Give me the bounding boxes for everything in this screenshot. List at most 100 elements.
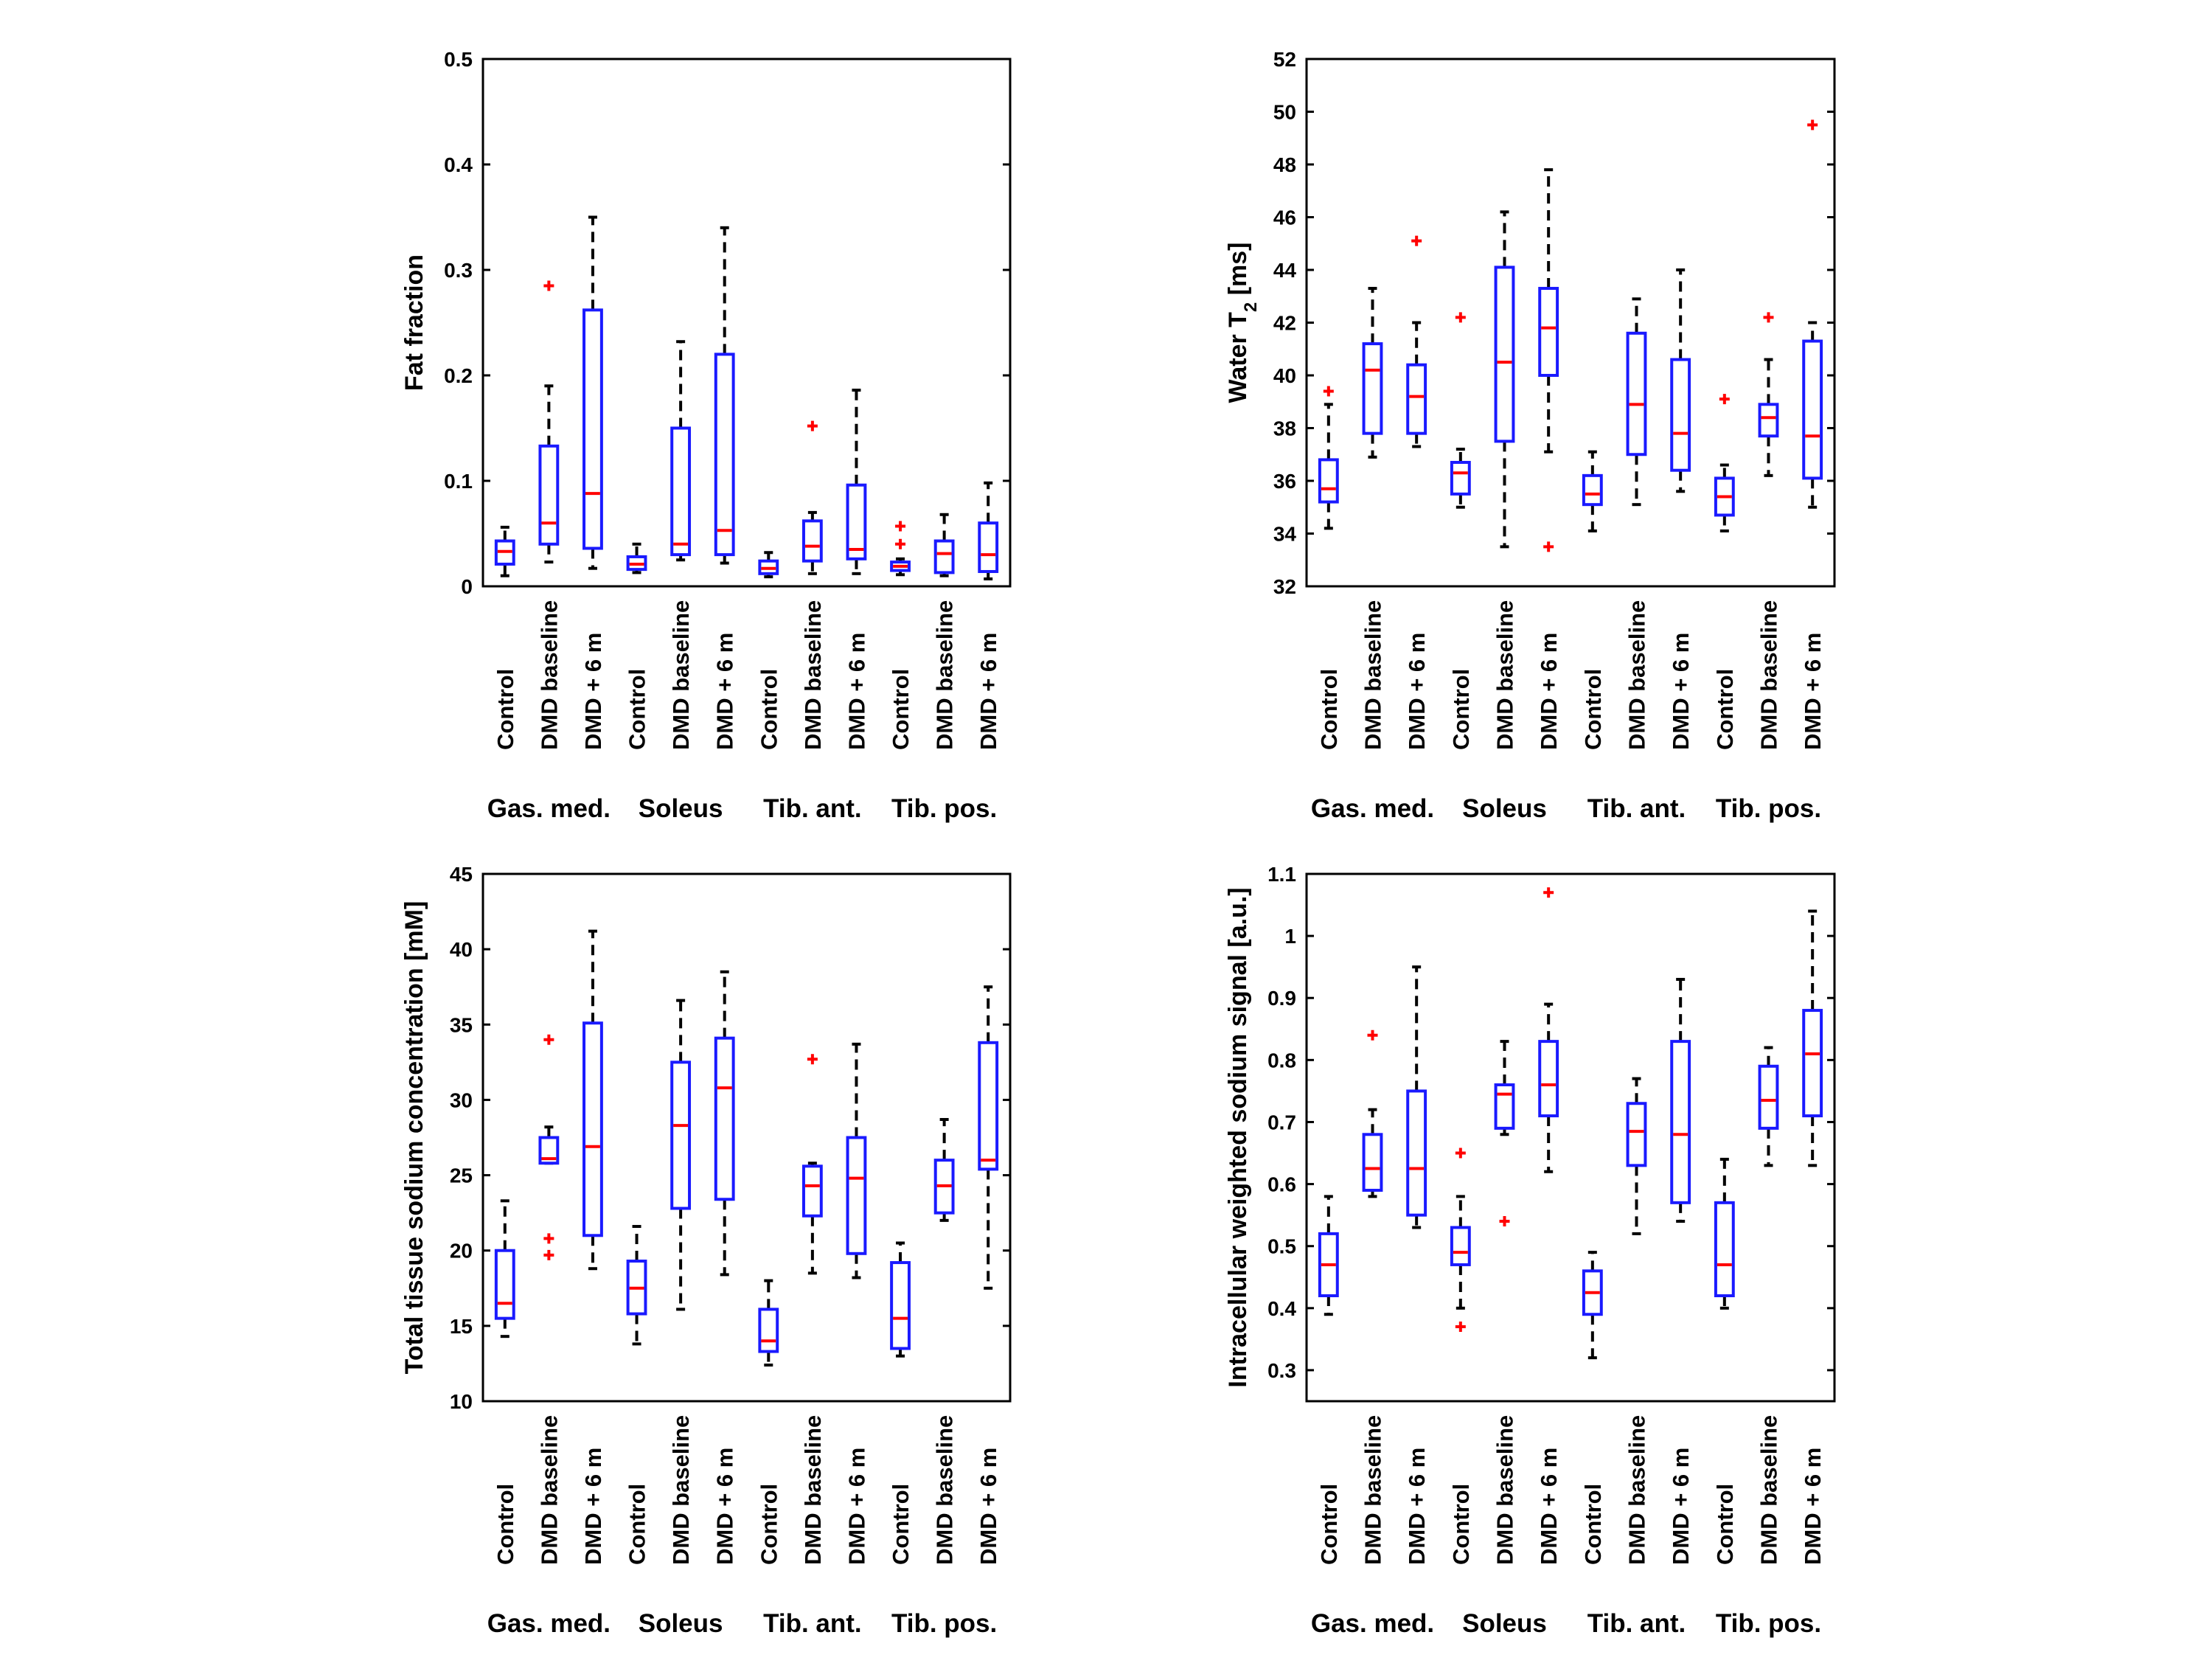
category-label: DMD + 6 m xyxy=(1800,633,1826,750)
group-label: Tib. ant. xyxy=(1587,794,1686,823)
iqr-box xyxy=(1450,460,1471,496)
y-tick-label: 48 xyxy=(1273,153,1296,176)
chart-panel-2: 32 34 36 38 40 42 44 46 48 50 52 Water T2 [ms] Contr… xyxy=(1224,48,1836,823)
box-3 xyxy=(582,215,603,570)
iqr-box xyxy=(758,1308,779,1353)
category-label: Control xyxy=(1316,669,1342,750)
category-label: DMD + 6 m xyxy=(1404,633,1430,750)
category-label: DMD + 6 m xyxy=(1536,1448,1562,1565)
category-label: Control xyxy=(1316,1484,1342,1565)
category-label: DMD + 6 m xyxy=(580,1448,606,1565)
y-tick-label: 0 xyxy=(461,575,473,598)
category-label: Control xyxy=(888,669,914,750)
outlier-marker xyxy=(1367,1030,1378,1041)
box-2 xyxy=(538,280,560,564)
box-2 xyxy=(1362,1030,1383,1198)
box-7 xyxy=(758,1279,779,1367)
category-label: DMD + 6 m xyxy=(1536,633,1562,750)
category-label: Control xyxy=(1448,1484,1474,1565)
category-label: DMD baseline xyxy=(668,1415,694,1565)
box-11 xyxy=(1758,312,1779,477)
outlier-marker xyxy=(1455,312,1466,323)
category-label: DMD + 6 m xyxy=(580,633,606,750)
box-12 xyxy=(978,985,999,1290)
box-8 xyxy=(801,420,823,575)
outlier-marker xyxy=(1543,887,1554,898)
box-3 xyxy=(1406,235,1427,448)
box-3 xyxy=(582,929,603,1271)
category-label: Control xyxy=(1712,1484,1738,1565)
group-label: Tib. pos. xyxy=(891,1609,997,1638)
category-label: DMD baseline xyxy=(932,600,958,750)
y-axis-label: Intracellular weighted sodium signal [a.… xyxy=(1224,887,1252,1387)
outlier-marker xyxy=(807,420,818,431)
outlier-marker xyxy=(1323,386,1334,397)
iqr-box xyxy=(1362,342,1383,435)
iqr-box xyxy=(1670,358,1691,472)
outlier-marker xyxy=(895,521,906,532)
box-7 xyxy=(758,551,779,579)
y-tick-label: 0.5 xyxy=(444,48,473,71)
group-label: Gas. med. xyxy=(487,1609,611,1638)
iqr-box xyxy=(801,519,823,563)
category-label: DMD + 6 m xyxy=(975,633,1001,750)
group-label: Tib. pos. xyxy=(891,794,997,823)
category-label: DMD + 6 m xyxy=(1800,1448,1826,1565)
y-axis-label: Total tissue sodium concentration [mM] xyxy=(400,901,428,1375)
iqr-box xyxy=(1670,1040,1691,1204)
y-tick-label: 0.1 xyxy=(444,470,473,493)
category-label: Control xyxy=(888,1484,914,1565)
box-9 xyxy=(1670,978,1691,1223)
y-tick-label: 0.3 xyxy=(444,259,473,282)
iqr-box xyxy=(1538,1040,1559,1118)
iqr-box xyxy=(801,1164,823,1218)
iqr-box xyxy=(1802,1009,1823,1118)
iqr-box xyxy=(1406,363,1427,435)
outlier-marker xyxy=(1763,312,1774,323)
box-6 xyxy=(1538,168,1559,552)
iqr-box xyxy=(1802,339,1823,480)
iqr-box xyxy=(1318,458,1339,504)
box-6 xyxy=(714,970,735,1277)
plot-frame xyxy=(1305,58,1836,588)
iqr-box xyxy=(494,1249,515,1320)
y-tick-label: 36 xyxy=(1273,470,1296,493)
y-tick-label: 1 xyxy=(1284,925,1296,948)
outlier-marker xyxy=(1499,1216,1510,1227)
iqr-box xyxy=(670,426,692,557)
box-1 xyxy=(1318,1195,1339,1316)
y-tick-label: 0.3 xyxy=(1267,1359,1296,1382)
y-tick-label: 0.9 xyxy=(1267,987,1296,1010)
iqr-box xyxy=(1582,473,1603,507)
iqr-box xyxy=(538,1136,560,1165)
box-3 xyxy=(1406,965,1427,1229)
iqr-box xyxy=(1758,403,1779,438)
box-5 xyxy=(1494,210,1515,549)
iqr-box xyxy=(978,1041,999,1171)
y-tick-label: 15 xyxy=(450,1315,473,1338)
category-label: DMD baseline xyxy=(1756,1415,1782,1565)
y-tick-label: 50 xyxy=(1273,101,1296,124)
y-tick-label: 40 xyxy=(1273,364,1296,387)
box-6 xyxy=(714,226,735,565)
outlier-marker xyxy=(1411,235,1422,246)
category-label: DMD + 6 m xyxy=(1668,633,1694,750)
y-tick-label: 44 xyxy=(1273,259,1297,282)
box-4 xyxy=(626,542,647,574)
box-7 xyxy=(1582,450,1603,532)
iqr-box xyxy=(538,444,560,546)
category-label: DMD + 6 m xyxy=(712,633,738,750)
iqr-box xyxy=(1406,1089,1427,1217)
iqr-box xyxy=(1626,331,1647,456)
y-tick-label: 20 xyxy=(450,1240,473,1263)
y-tick-label: 0.2 xyxy=(444,364,473,387)
box-8 xyxy=(1626,297,1647,507)
box-8 xyxy=(1626,1077,1647,1235)
y-tick-label: 40 xyxy=(450,938,473,961)
box-2 xyxy=(538,1034,560,1260)
plot-frame xyxy=(481,872,1012,1403)
y-tick-label: 1.1 xyxy=(1267,863,1296,886)
group-label: Gas. med. xyxy=(487,794,611,823)
y-tick-label: 0.8 xyxy=(1267,1049,1296,1072)
category-label: DMD + 6 m xyxy=(844,633,869,750)
